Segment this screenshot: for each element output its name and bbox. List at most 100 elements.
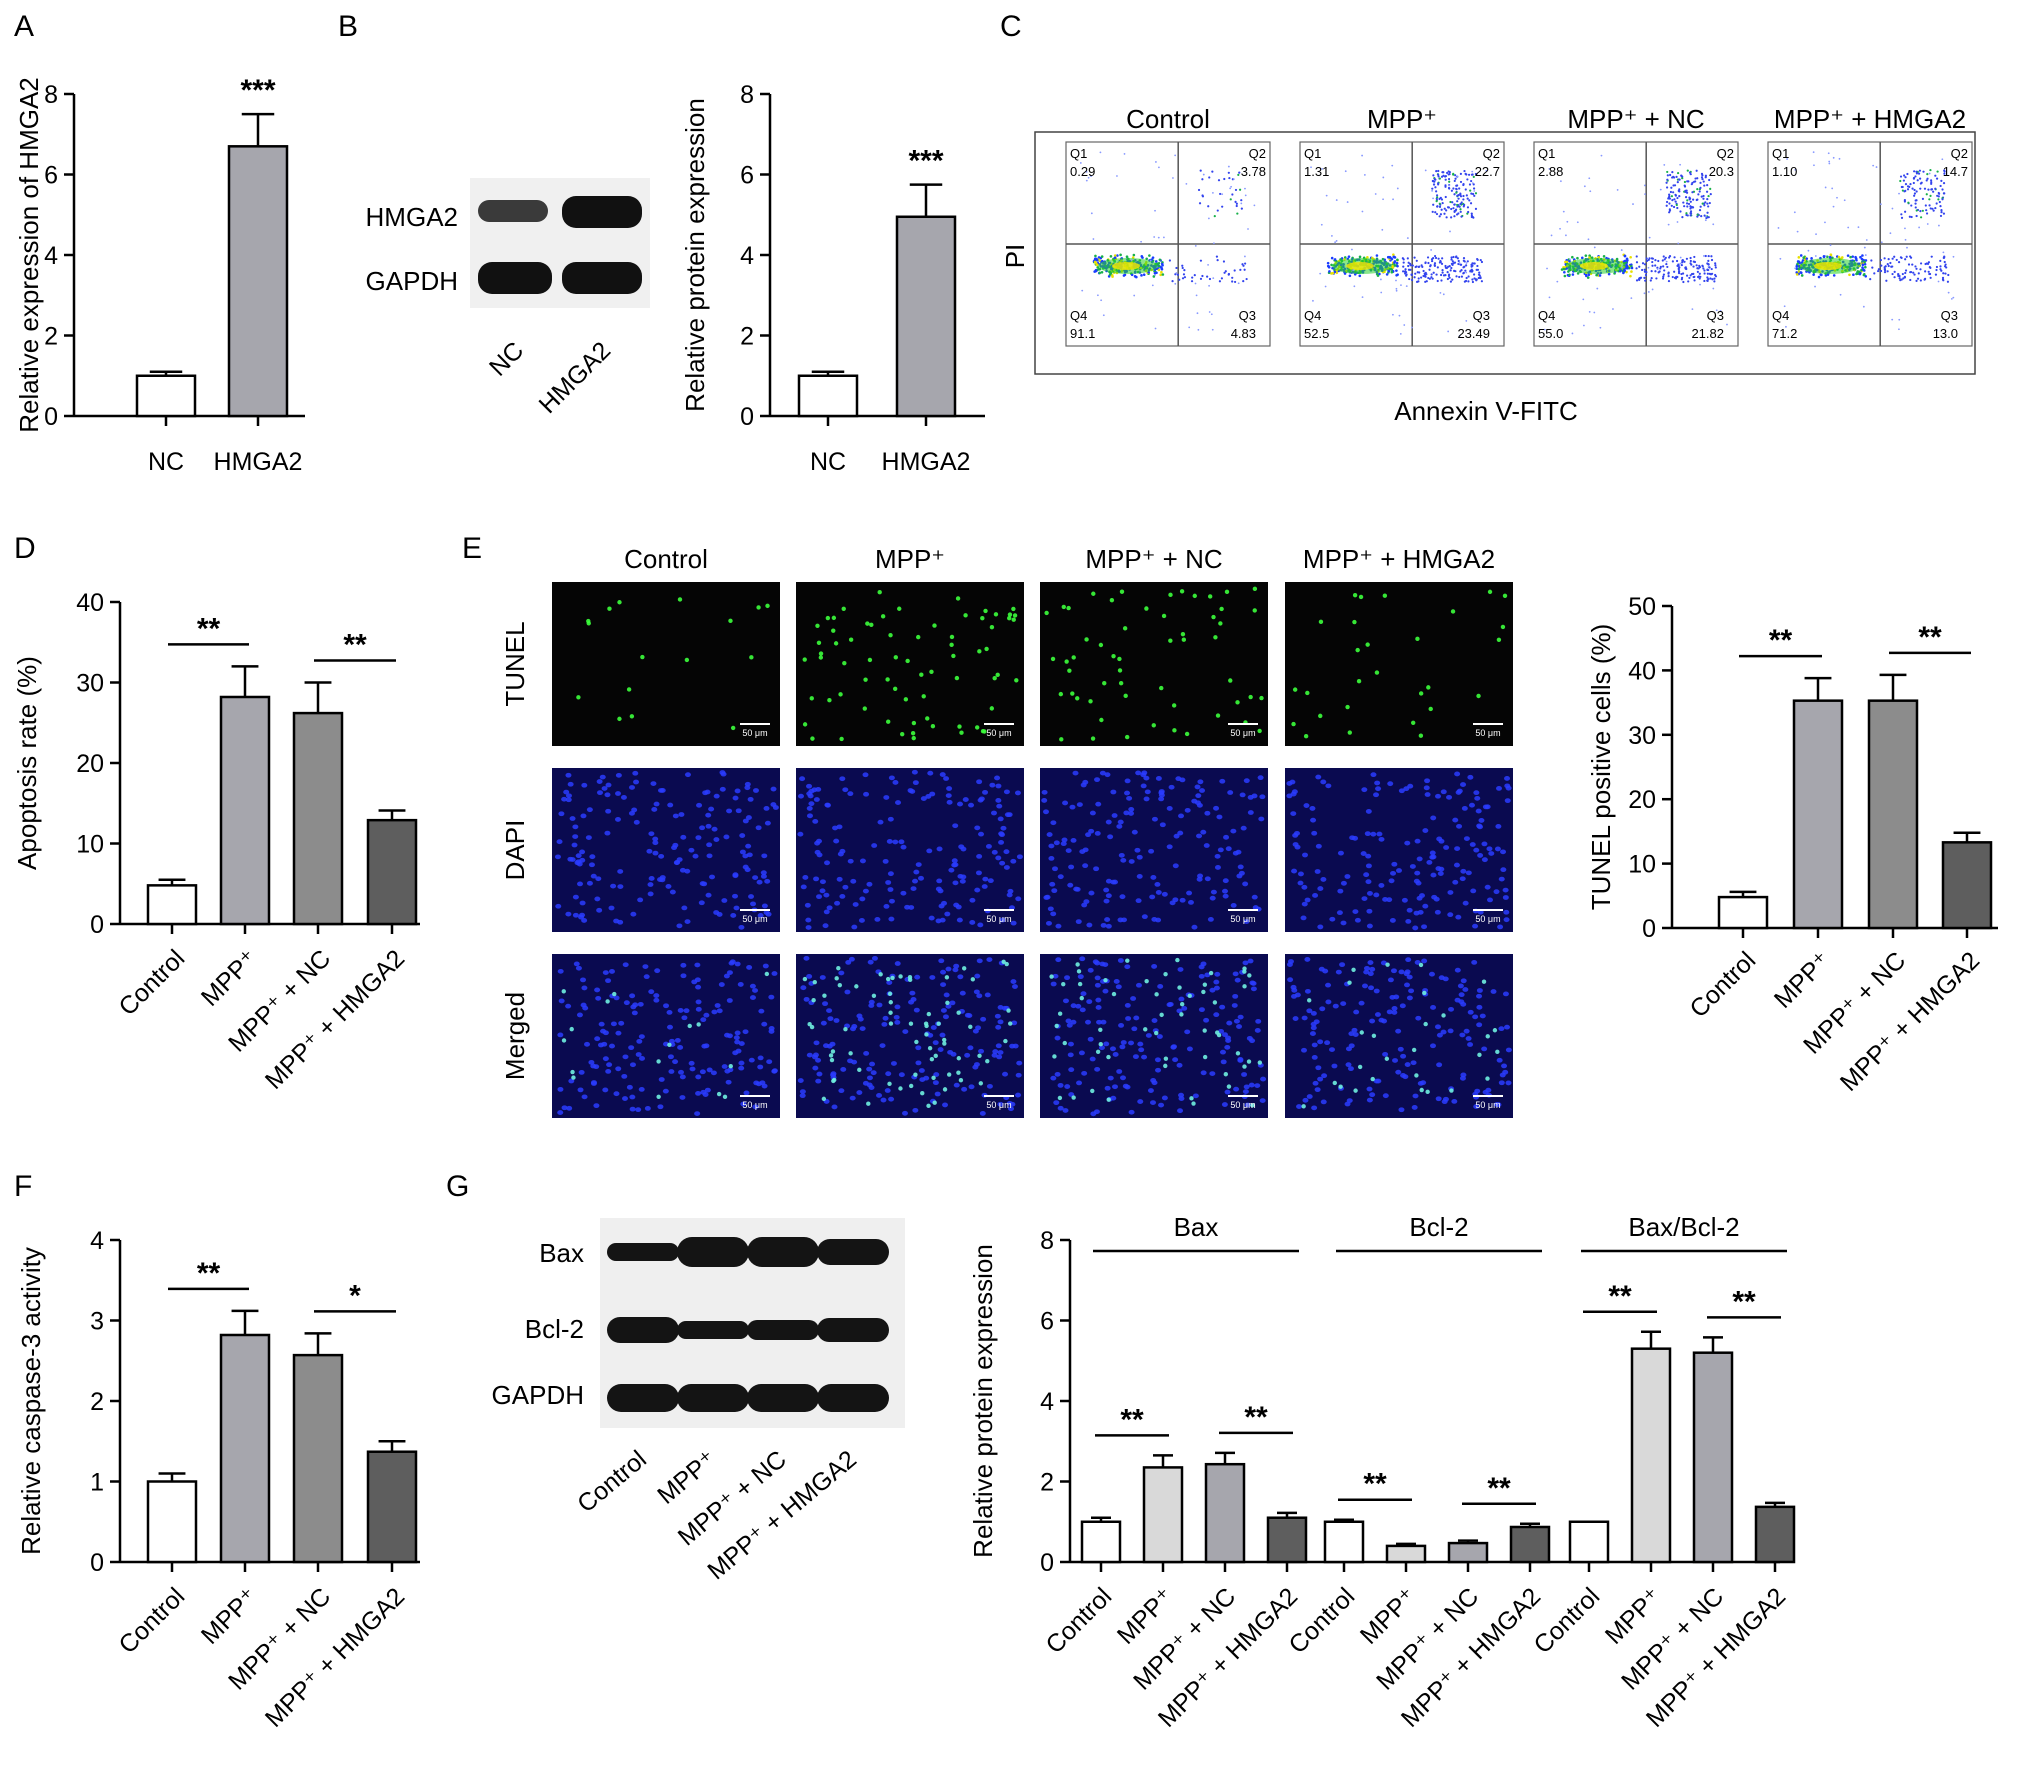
nucleus <box>1386 1009 1393 1015</box>
nucleus <box>604 792 611 798</box>
event-dot <box>1395 279 1397 282</box>
positive-cell <box>980 729 986 734</box>
event-dot <box>1641 268 1644 272</box>
nucleus <box>813 876 820 882</box>
event-dot <box>1936 329 1938 332</box>
event-dot <box>1666 178 1669 181</box>
nucleus <box>1118 852 1125 858</box>
nucleus <box>763 805 770 811</box>
nucleus <box>992 1049 999 1054</box>
nucleus <box>672 842 679 848</box>
nucleus <box>766 1059 773 1065</box>
event-dot <box>1704 254 1707 258</box>
nucleus <box>1398 1107 1405 1113</box>
event-dot <box>1471 262 1474 265</box>
event-dot <box>1477 276 1480 280</box>
positive-cell <box>828 1053 834 1058</box>
positive-cell <box>900 731 905 737</box>
positive-cell <box>955 596 961 601</box>
nucleus <box>1067 1052 1074 1058</box>
micro-image <box>1040 582 1268 746</box>
event-dot <box>1938 200 1941 204</box>
event-dot <box>1455 184 1458 187</box>
positive-cell <box>898 974 903 979</box>
event-dot <box>1635 261 1639 264</box>
nucleus <box>554 854 561 860</box>
positive-cell <box>888 632 893 638</box>
density-peak <box>1346 262 1374 270</box>
event-dot <box>1915 190 1918 193</box>
nucleus <box>668 1069 675 1074</box>
nucleus <box>1048 843 1055 849</box>
nucleus <box>877 819 884 825</box>
positive-cell <box>1485 1034 1490 1039</box>
positive-cell <box>561 989 566 994</box>
nucleus <box>1087 967 1094 973</box>
event-dot <box>1927 270 1930 273</box>
nucleus <box>1154 1057 1161 1063</box>
x-tick-label: MPP⁺ + HMGA2 <box>1835 946 1985 1096</box>
nucleus <box>1434 909 1441 915</box>
event-dot <box>1941 158 1944 161</box>
positive-cell <box>1423 1021 1428 1027</box>
nucleus <box>1317 1039 1324 1045</box>
positive-cell <box>607 606 612 611</box>
event-dot <box>1880 264 1883 267</box>
nucleus <box>1076 802 1083 807</box>
nucleus <box>1486 846 1493 852</box>
significance-label: ** <box>1487 1472 1511 1505</box>
event-dot <box>1348 274 1352 278</box>
nucleus <box>702 790 709 796</box>
nucleus <box>1210 889 1217 895</box>
event-dot <box>1666 265 1669 269</box>
nucleus <box>679 1074 686 1080</box>
event-dot <box>1415 259 1418 262</box>
event-dot <box>1546 267 1548 270</box>
nucleus <box>1494 846 1501 852</box>
nucleus <box>1062 1108 1069 1113</box>
nucleus <box>999 860 1006 866</box>
quadrant-name: Q2 <box>1249 146 1266 161</box>
nucleus <box>1416 895 1423 901</box>
nucleus <box>1446 794 1453 800</box>
nucleus <box>761 903 768 909</box>
nucleus <box>669 889 676 895</box>
nucleus <box>1473 847 1480 853</box>
nucleus <box>1124 1002 1131 1008</box>
event-dot <box>1433 177 1436 181</box>
nucleus <box>857 1016 864 1022</box>
nucleus <box>618 1020 625 1026</box>
event-dot <box>1240 199 1243 202</box>
nucleus <box>958 844 965 850</box>
nucleus <box>1460 1001 1467 1007</box>
event-dot <box>1194 244 1197 247</box>
positive-cell <box>1192 593 1197 599</box>
nucleus <box>1354 917 1361 923</box>
nucleus <box>677 1045 684 1050</box>
nucleus <box>1369 1092 1376 1098</box>
nucleus <box>1000 825 1007 831</box>
event-dot <box>1926 177 1929 180</box>
event-dot <box>1095 258 1099 262</box>
event-dot <box>1829 244 1832 247</box>
nucleus <box>1428 971 1435 977</box>
x-tick-label: NC <box>148 448 184 476</box>
event-dot <box>1828 255 1832 259</box>
event-dot <box>1463 169 1466 173</box>
event-dot <box>1701 202 1704 205</box>
positive-cell <box>898 1086 903 1091</box>
nucleus <box>1459 876 1466 882</box>
nucleus <box>1052 866 1059 872</box>
event-dot <box>1681 259 1684 262</box>
event-dot <box>1462 194 1465 198</box>
event-dot <box>1465 276 1468 280</box>
event-dot <box>1586 276 1590 279</box>
event-dot <box>1919 216 1923 219</box>
positive-cell <box>949 642 954 648</box>
nucleus <box>957 974 964 980</box>
nucleus <box>1062 998 1069 1004</box>
nucleus <box>1369 1018 1376 1024</box>
nucleus <box>1130 996 1137 1001</box>
event-dot <box>1822 255 1826 259</box>
nucleus <box>1430 1005 1437 1010</box>
